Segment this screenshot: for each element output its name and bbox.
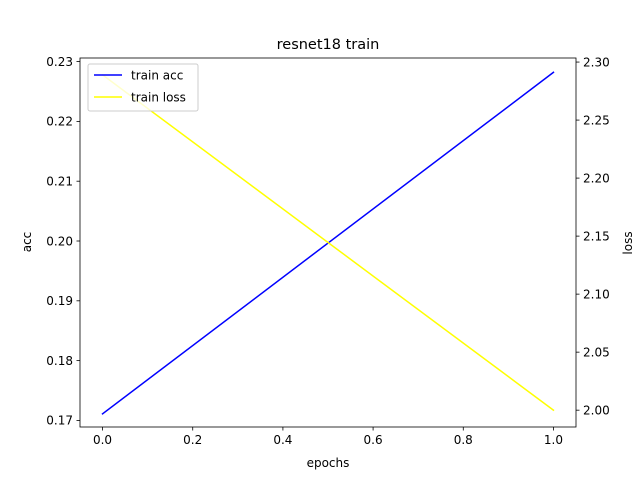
x-tick-label: 0.0 bbox=[93, 433, 112, 447]
x-tick-label: 0.8 bbox=[454, 433, 473, 447]
y-axis-left-label: acc bbox=[20, 232, 34, 253]
y-left-tick-label: 0.22 bbox=[46, 115, 73, 129]
x-tick-label: 0.2 bbox=[183, 433, 202, 447]
legend-label-train-loss: train loss bbox=[131, 90, 186, 104]
series-lines bbox=[101, 71, 555, 415]
x-tick-label: 0.4 bbox=[273, 433, 292, 447]
y-left-tick-label: 0.18 bbox=[46, 354, 73, 368]
y-right-tick-label: 2.20 bbox=[583, 171, 610, 185]
y-left-tick-label: 0.23 bbox=[46, 55, 73, 69]
y-right-tick-label: 2.05 bbox=[583, 345, 610, 359]
y-right-tick-label: 2.30 bbox=[583, 55, 610, 69]
train-loss-line bbox=[101, 73, 555, 412]
y-right-tick-label: 2.15 bbox=[583, 229, 610, 243]
y-left-tick-label: 0.19 bbox=[46, 294, 73, 308]
y-right-tick-label: 2.10 bbox=[583, 287, 610, 301]
x-axis-label: epochs bbox=[307, 456, 350, 470]
y-left-tick-label: 0.17 bbox=[46, 414, 73, 428]
plot-area bbox=[79, 57, 577, 428]
x-tick-label: 0.6 bbox=[364, 433, 383, 447]
y-left-tick-label: 0.20 bbox=[46, 234, 73, 248]
legend-label-train-acc: train acc bbox=[131, 68, 183, 82]
legend: train acc train loss bbox=[87, 63, 199, 112]
axis-ticks: 0.0 0.2 0.4 0.6 0.8 1.0 0.17 0.18 0.19 0.20 0.21 0.… bbox=[46, 55, 609, 447]
y-axis-right-label: loss bbox=[621, 231, 635, 254]
chart-title: resnet18 train bbox=[277, 37, 380, 53]
y-right-tick-label: 2.25 bbox=[583, 113, 610, 127]
plot-frame bbox=[79, 57, 577, 428]
x-tick-label: 1.0 bbox=[544, 433, 563, 447]
y-right-tick-label: 2.00 bbox=[583, 403, 610, 417]
y-left-tick-label: 0.21 bbox=[46, 174, 73, 188]
